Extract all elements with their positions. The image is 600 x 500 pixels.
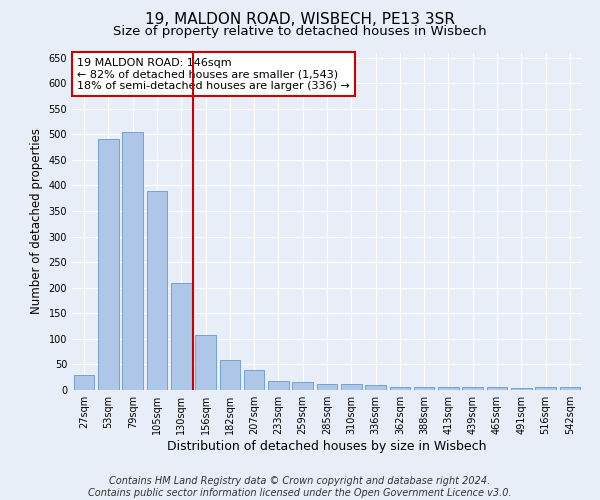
Bar bbox=[535, 388, 556, 390]
Y-axis label: Number of detached properties: Number of detached properties bbox=[30, 128, 43, 314]
Bar bbox=[487, 388, 508, 390]
Bar bbox=[220, 360, 240, 390]
Bar bbox=[463, 388, 483, 390]
Text: 19, MALDON ROAD, WISBECH, PE13 3SR: 19, MALDON ROAD, WISBECH, PE13 3SR bbox=[145, 12, 455, 28]
Bar bbox=[365, 385, 386, 390]
Text: 19 MALDON ROAD: 146sqm
← 82% of detached houses are smaller (1,543)
18% of semi-: 19 MALDON ROAD: 146sqm ← 82% of detached… bbox=[77, 58, 350, 91]
X-axis label: Distribution of detached houses by size in Wisbech: Distribution of detached houses by size … bbox=[167, 440, 487, 453]
Bar bbox=[268, 381, 289, 390]
Bar bbox=[244, 370, 265, 390]
Bar bbox=[341, 384, 362, 390]
Text: Size of property relative to detached houses in Wisbech: Size of property relative to detached ho… bbox=[113, 25, 487, 38]
Bar bbox=[389, 388, 410, 390]
Bar bbox=[122, 132, 143, 390]
Bar bbox=[146, 190, 167, 390]
Bar bbox=[317, 384, 337, 390]
Bar bbox=[414, 388, 434, 390]
Bar bbox=[74, 374, 94, 390]
Bar bbox=[195, 336, 216, 390]
Bar bbox=[171, 282, 191, 390]
Bar bbox=[292, 382, 313, 390]
Text: Contains HM Land Registry data © Crown copyright and database right 2024.
Contai: Contains HM Land Registry data © Crown c… bbox=[88, 476, 512, 498]
Bar bbox=[438, 388, 459, 390]
Bar bbox=[98, 140, 119, 390]
Bar bbox=[511, 388, 532, 390]
Bar bbox=[560, 388, 580, 390]
